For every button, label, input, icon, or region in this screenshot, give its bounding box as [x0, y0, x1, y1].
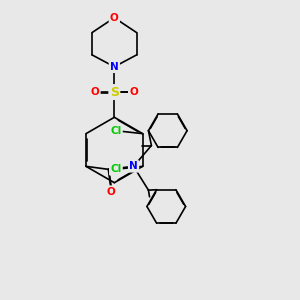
Text: N: N — [110, 62, 119, 72]
Text: O: O — [110, 13, 119, 23]
Text: O: O — [129, 87, 138, 97]
Text: O: O — [107, 187, 116, 196]
Text: Cl: Cl — [110, 164, 122, 174]
Text: O: O — [91, 87, 99, 97]
Text: S: S — [110, 85, 119, 98]
Text: N: N — [129, 161, 138, 171]
Text: Cl: Cl — [110, 126, 122, 136]
